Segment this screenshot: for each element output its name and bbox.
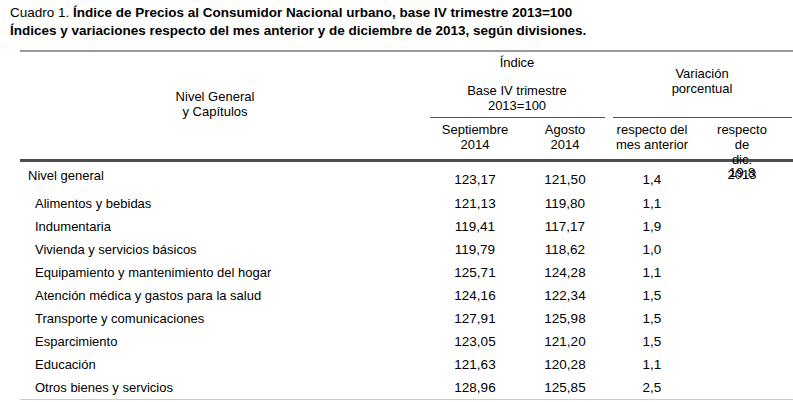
value-var-mes-anterior: 1,0 (600, 242, 704, 257)
value-agosto-2014: 124,28 (530, 265, 600, 280)
row-label: Equipamiento y mantenimiento del hogar (20, 265, 420, 280)
value-septiembre-2014: 124,16 (420, 288, 530, 303)
row-label: Alimentos y bebidas (20, 196, 420, 211)
row-label: Otros bienes y servicios (20, 380, 420, 395)
value-var-mes-anterior: 1,1 (600, 357, 704, 372)
header-variation-group-title: Variación porcentual (672, 66, 733, 96)
table-title: Cuadro 1. Índice de Precios al Consumido… (10, 4, 785, 40)
value-agosto-2014: 117,17 (530, 219, 600, 234)
header-col-septiembre-2014: Septiembre 2014 (442, 122, 508, 152)
table-row: Educación121,63120,281,1 (20, 353, 793, 376)
value-var-mes-anterior: 1,5 (600, 288, 704, 303)
row-label: Esparcimiento (20, 334, 420, 349)
header-rows-title: Nivel General y Capítulos (176, 89, 255, 119)
table-row: Vivienda y servicios básicos119,79118,62… (20, 238, 793, 261)
value-var-dic-2013: 19,8 (704, 165, 780, 180)
value-septiembre-2014: 123,17 (420, 172, 530, 187)
value-var-mes-anterior: 1,5 (600, 334, 704, 349)
table-header: Nivel General y Capítulos Índice Base IV… (20, 50, 793, 162)
value-agosto-2014: 121,20 (530, 334, 600, 349)
table-row: Alimentos y bebidas121,13119,801,1 (20, 192, 793, 215)
value-septiembre-2014: 127,91 (420, 311, 530, 326)
value-var-mes-anterior: 1,5 (600, 311, 704, 326)
value-septiembre-2014: 123,05 (420, 334, 530, 349)
index-group-rule (430, 117, 605, 118)
row-label: Educación (20, 357, 420, 372)
variation-group-rule (613, 117, 792, 118)
table-row: Indumentaria119,41117,171,9 (20, 215, 793, 238)
value-agosto-2014: 120,28 (530, 357, 600, 372)
row-label: Indumentaria (20, 219, 420, 234)
row-label: Vivienda y servicios básicos (20, 242, 420, 257)
value-var-mes-anterior: 1,4 (600, 172, 704, 187)
value-septiembre-2014: 121,63 (420, 357, 530, 372)
value-var-mes-anterior: 2,5 (600, 380, 704, 395)
table-row: Esparcimiento123,05121,201,5 (20, 330, 793, 353)
value-agosto-2014: 121,50 (530, 172, 600, 187)
value-var-mes-anterior: 1,9 (600, 219, 704, 234)
value-agosto-2014: 122,34 (530, 288, 600, 303)
table-row: Equipamiento y mantenimiento del hogar12… (20, 261, 793, 284)
value-septiembre-2014: 119,79 (420, 242, 530, 257)
header-index-group-title: Índice (500, 55, 535, 70)
table-title-line1: Cuadro 1. Índice de Precios al Consumido… (10, 4, 785, 22)
table-row: Nivel general123,17121,501,419,8 (20, 162, 793, 192)
row-label: Atención médica y gastos para la salud (20, 288, 420, 303)
table-row: Transporte y comunicaciones127,91125,981… (20, 307, 793, 330)
value-septiembre-2014: 121,13 (420, 196, 530, 211)
row-label: Nivel general (20, 168, 420, 183)
header-index-group-subtitle: Base IV trimestre 2013=100 (467, 83, 567, 113)
row-label: Transporte y comunicaciones (20, 311, 420, 326)
value-var-mes-anterior: 1,1 (600, 265, 704, 280)
value-agosto-2014: 125,85 (530, 380, 600, 395)
value-septiembre-2014: 128,96 (420, 380, 530, 395)
value-agosto-2014: 125,98 (530, 311, 600, 326)
table-number: Cuadro 1. (10, 5, 69, 20)
table-body: Nivel general123,17121,501,419,8Alimento… (20, 162, 793, 400)
table-title-line2: Índices y variaciones respecto del mes a… (10, 22, 785, 40)
value-septiembre-2014: 125,71 (420, 265, 530, 280)
table-row: Atención médica y gastos para la salud12… (20, 284, 793, 307)
table-title-main: Índice de Precios al Consumidor Nacional… (73, 5, 572, 20)
cpi-table: Nivel General y Capítulos Índice Base IV… (20, 50, 793, 400)
report-page: Cuadro 1. Índice de Precios al Consumido… (0, 0, 793, 402)
value-agosto-2014: 119,80 (530, 196, 600, 211)
header-col-respecto-mes-anterior: respecto del mes anterior (616, 122, 688, 152)
header-col-agosto-2014: Agosto 2014 (545, 122, 585, 152)
value-var-mes-anterior: 1,1 (600, 196, 704, 211)
table-row: Otros bienes y servicios128,96125,852,5 (20, 376, 793, 399)
value-agosto-2014: 118,62 (530, 242, 600, 257)
value-septiembre-2014: 119,41 (420, 219, 530, 234)
